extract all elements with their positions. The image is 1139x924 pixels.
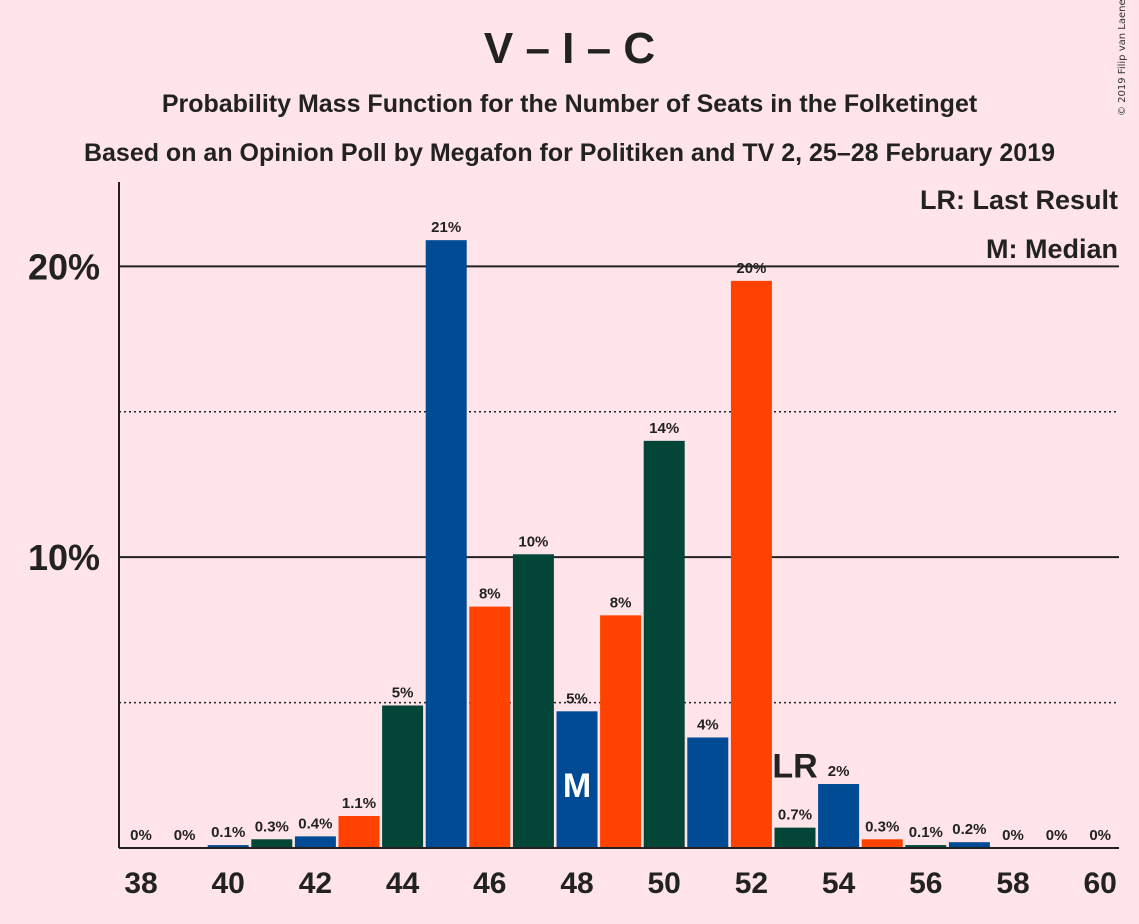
data-label-seat-55: 0.3% <box>865 818 899 835</box>
data-label-seat-41: 0.3% <box>255 818 289 835</box>
chart-subtitle: Probability Mass Function for the Number… <box>161 90 978 118</box>
x-tick-label: 48 <box>560 867 593 900</box>
data-label-seat-45: 21% <box>431 219 461 236</box>
data-label-seat-40: 0.1% <box>211 824 245 841</box>
bar-seat-54 <box>818 784 860 848</box>
bar-seat-51 <box>687 737 729 848</box>
bar-seat-50 <box>643 440 685 848</box>
x-tick-label: 58 <box>996 867 1029 900</box>
bar-seat-48 <box>556 711 598 848</box>
data-label-seat-52: 20% <box>736 260 766 277</box>
bar-seat-45 <box>425 240 467 848</box>
data-labels: 0% 0% 0.1% 0.3% 0.4% 1.1% 5% 21% 8% 10% 5% 8% 14% 4% 2… <box>130 219 1111 844</box>
x-tick-label: 52 <box>735 867 768 900</box>
bar-seat-43 <box>338 816 380 848</box>
x-tick-label: 46 <box>473 867 506 900</box>
data-label-seat-38: 0% <box>130 827 152 844</box>
data-label-seat-42: 0.4% <box>298 815 332 832</box>
bar-seat-57 <box>948 842 990 848</box>
data-label-seat-48: 5% <box>566 690 588 707</box>
data-label-seat-56: 0.1% <box>909 824 943 841</box>
markers: M LR <box>563 748 818 805</box>
data-label-seat-46: 8% <box>479 586 501 603</box>
x-tick-label: 44 <box>386 867 420 900</box>
chart-subtitle-source: Based on an Opinion Poll by Megafon for … <box>83 139 1056 167</box>
bar-seat-42 <box>294 836 336 848</box>
chart-title: V – I – C <box>483 24 656 73</box>
bar-seat-49 <box>600 615 642 848</box>
x-tick-label: 54 <box>822 867 856 900</box>
data-label-seat-50: 14% <box>649 420 679 437</box>
data-label-seat-49: 8% <box>610 594 632 611</box>
data-label-seat-54: 2% <box>828 763 850 780</box>
x-tick-label: 42 <box>299 867 332 900</box>
bar-seat-55 <box>861 839 903 848</box>
y-axis-ticks: 10% 20% <box>28 246 100 578</box>
data-label-seat-44: 5% <box>392 684 414 701</box>
y-tick-label: 10% <box>28 537 100 578</box>
last-result-marker: LR <box>772 748 817 786</box>
data-label-seat-59: 0% <box>1046 827 1068 844</box>
x-tick-label: 50 <box>648 867 681 900</box>
data-label-seat-39: 0% <box>174 827 196 844</box>
x-tick-label: 60 <box>1084 867 1117 900</box>
y-tick-label: 20% <box>28 246 100 287</box>
x-axis-ticks: 38 40 42 44 46 48 50 52 54 56 58 60 <box>124 867 1117 900</box>
bar-seat-53 <box>774 827 816 848</box>
bar-seat-44 <box>382 705 424 848</box>
bar-seat-46 <box>469 606 511 848</box>
x-tick-label: 56 <box>909 867 942 900</box>
bar-seat-52 <box>730 280 772 849</box>
data-label-seat-58: 0% <box>1002 827 1024 844</box>
data-label-seat-47: 10% <box>518 533 548 550</box>
median-marker: M <box>563 767 591 805</box>
bars <box>207 240 990 849</box>
data-label-seat-51: 4% <box>697 716 719 733</box>
data-label-seat-43: 1.1% <box>342 795 376 812</box>
data-label-seat-53: 0.7% <box>778 807 812 824</box>
bar-seat-56 <box>905 845 947 848</box>
bar-seat-40 <box>207 845 249 848</box>
data-label-seat-60: 0% <box>1089 827 1111 844</box>
legend-median: M: Median <box>986 234 1118 264</box>
legend-last-result: LR: Last Result <box>920 185 1118 215</box>
bar-seat-41 <box>251 839 293 848</box>
data-label-seat-57: 0.2% <box>952 821 986 838</box>
bar-seat-47 <box>512 554 554 848</box>
x-tick-label: 40 <box>212 867 245 900</box>
x-tick-label: 38 <box>124 867 157 900</box>
